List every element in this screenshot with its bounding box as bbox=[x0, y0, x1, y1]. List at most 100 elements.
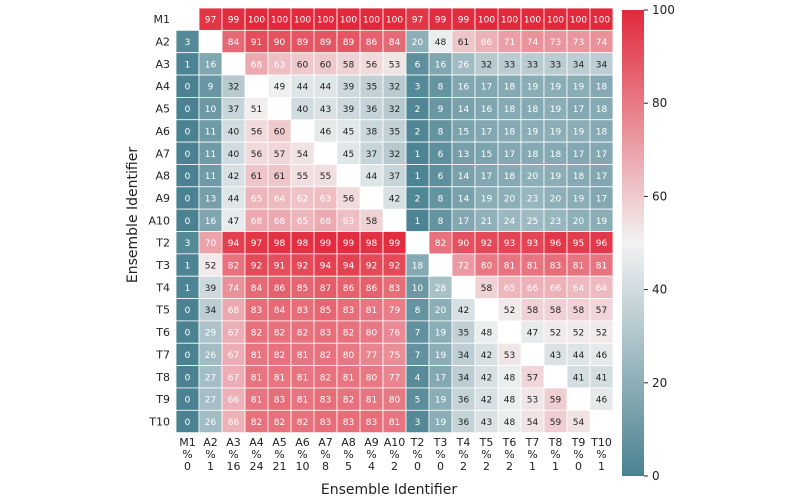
cell-value-label: 81 bbox=[504, 262, 515, 272]
cell-value-label: 17 bbox=[481, 127, 492, 137]
cell-value-label: 70 bbox=[205, 239, 217, 249]
cell-value-label: 29 bbox=[205, 329, 217, 339]
x-tick-percent-value: 1 bbox=[207, 460, 214, 473]
colorbar-tick-label: 80 bbox=[652, 96, 667, 110]
cell-value-label: 94 bbox=[343, 262, 355, 272]
y-tick-label: M1 bbox=[154, 13, 171, 26]
cell-value-label: 18 bbox=[504, 172, 516, 182]
cell-value-label: 64 bbox=[573, 284, 585, 294]
cell-value-label: 81 bbox=[573, 262, 584, 272]
cell-value-label: 86 bbox=[366, 284, 378, 294]
cell-value-label: 92 bbox=[297, 262, 308, 272]
cell-value-label: 51 bbox=[251, 105, 262, 115]
cell-value-label: 85 bbox=[320, 306, 331, 316]
cell-value-label: 44 bbox=[320, 83, 332, 93]
y-tick-label: A2 bbox=[155, 36, 170, 49]
x-tick-percent-value: 21 bbox=[273, 460, 287, 473]
y-tick-label: A10 bbox=[148, 214, 170, 227]
x-tick-label: A2 bbox=[203, 436, 218, 449]
cell-value-label: 80 bbox=[343, 351, 355, 361]
cell-value-label: 84 bbox=[274, 306, 286, 316]
cell-value-label: 77 bbox=[389, 373, 400, 383]
x-tick-label: T7 bbox=[525, 436, 540, 449]
cell-value-label: 20 bbox=[550, 194, 562, 204]
cell-value-label: 20 bbox=[504, 194, 516, 204]
x-tick-label: M1 bbox=[179, 436, 196, 449]
cell-value-label: 17 bbox=[481, 172, 492, 182]
cell-value-label: 34 bbox=[458, 373, 470, 383]
cell-value-label: 17 bbox=[596, 150, 607, 160]
y-tick-label: T6 bbox=[155, 326, 170, 339]
cell-value-label: 42 bbox=[228, 172, 239, 182]
cell-value-label: 19 bbox=[550, 83, 562, 93]
x-axis-label: Ensemble Identifier bbox=[321, 482, 457, 498]
cell-value-label: 81 bbox=[274, 373, 285, 383]
x-tick-label: T9 bbox=[571, 436, 586, 449]
x-tick-label: A8 bbox=[341, 436, 356, 449]
cell-value-label: 82 bbox=[274, 329, 285, 339]
heatmap-cell bbox=[566, 409, 591, 434]
x-tick-label: T2 bbox=[410, 436, 425, 449]
x-tick-label: A10 bbox=[384, 436, 406, 449]
x-tick-label: T5 bbox=[479, 436, 494, 449]
cell-value-label: 98 bbox=[297, 239, 309, 249]
cell-value-label: 44 bbox=[366, 172, 378, 182]
cell-value-label: 83 bbox=[343, 418, 354, 428]
cell-value-label: 32 bbox=[228, 83, 239, 93]
cell-value-label: 99 bbox=[343, 239, 355, 249]
cell-value-label: 41 bbox=[573, 373, 584, 383]
cell-value-label: 100 bbox=[363, 16, 380, 26]
cell-value-label: 61 bbox=[251, 172, 262, 182]
cell-value-label: 83 bbox=[251, 306, 262, 316]
cell-value-label: 46 bbox=[596, 396, 608, 406]
cell-value-label: 11 bbox=[205, 172, 216, 182]
cell-value-label: 6 bbox=[438, 150, 444, 160]
cell-value-label: 100 bbox=[317, 16, 334, 26]
cell-value-label: 90 bbox=[274, 38, 286, 48]
cell-value-label: 0 bbox=[185, 306, 191, 316]
cell-value-label: 82 bbox=[297, 329, 308, 339]
cell-value-label: 82 bbox=[320, 351, 331, 361]
cell-value-label: 65 bbox=[251, 194, 262, 204]
cell-value-label: 58 bbox=[550, 306, 562, 316]
cell-value-label: 18 bbox=[596, 105, 608, 115]
x-tick-percent-symbol: % bbox=[366, 448, 376, 461]
cell-value-label: 33 bbox=[550, 60, 561, 70]
y-tick-label: T4 bbox=[155, 281, 170, 294]
cell-value-label: 100 bbox=[386, 16, 403, 26]
x-tick-label: T4 bbox=[456, 436, 471, 449]
cell-value-label: 34 bbox=[458, 351, 470, 361]
cell-value-label: 37 bbox=[389, 172, 400, 182]
cell-value-label: 83 bbox=[320, 329, 331, 339]
cell-value-label: 46 bbox=[320, 127, 332, 137]
x-tick-percent-symbol: % bbox=[389, 448, 399, 461]
cell-value-label: 83 bbox=[274, 396, 285, 406]
cell-value-label: 64 bbox=[274, 194, 286, 204]
cell-value-label: 99 bbox=[389, 239, 401, 249]
cell-value-label: 59 bbox=[550, 396, 562, 406]
cell-value-label: 98 bbox=[274, 239, 286, 249]
cell-value-label: 0 bbox=[185, 351, 191, 361]
cell-value-label: 81 bbox=[366, 306, 377, 316]
cell-value-label: 58 bbox=[527, 306, 539, 316]
cell-value-label: 81 bbox=[389, 418, 400, 428]
x-tick-percent-symbol: % bbox=[435, 448, 445, 461]
cell-value-label: 44 bbox=[228, 194, 240, 204]
cell-value-label: 40 bbox=[228, 127, 240, 137]
cell-value-label: 82 bbox=[320, 373, 331, 383]
cell-value-label: 86 bbox=[343, 284, 355, 294]
x-tick-percent-symbol: % bbox=[504, 448, 514, 461]
cell-value-label: 16 bbox=[435, 60, 447, 70]
cell-value-label: 83 bbox=[320, 418, 331, 428]
cell-value-label: 65 bbox=[504, 284, 515, 294]
colorbar-tick-label: 60 bbox=[652, 189, 667, 203]
cell-value-label: 96 bbox=[550, 239, 562, 249]
cell-value-label: 61 bbox=[458, 38, 469, 48]
x-tick-percent-symbol: % bbox=[228, 448, 238, 461]
cell-value-label: 20 bbox=[527, 172, 539, 182]
cell-value-label: 59 bbox=[550, 418, 562, 428]
cell-value-label: 92 bbox=[481, 239, 492, 249]
colorbar bbox=[622, 10, 644, 476]
x-tick-percent-symbol: % bbox=[550, 448, 560, 461]
cell-value-label: 56 bbox=[251, 127, 263, 137]
